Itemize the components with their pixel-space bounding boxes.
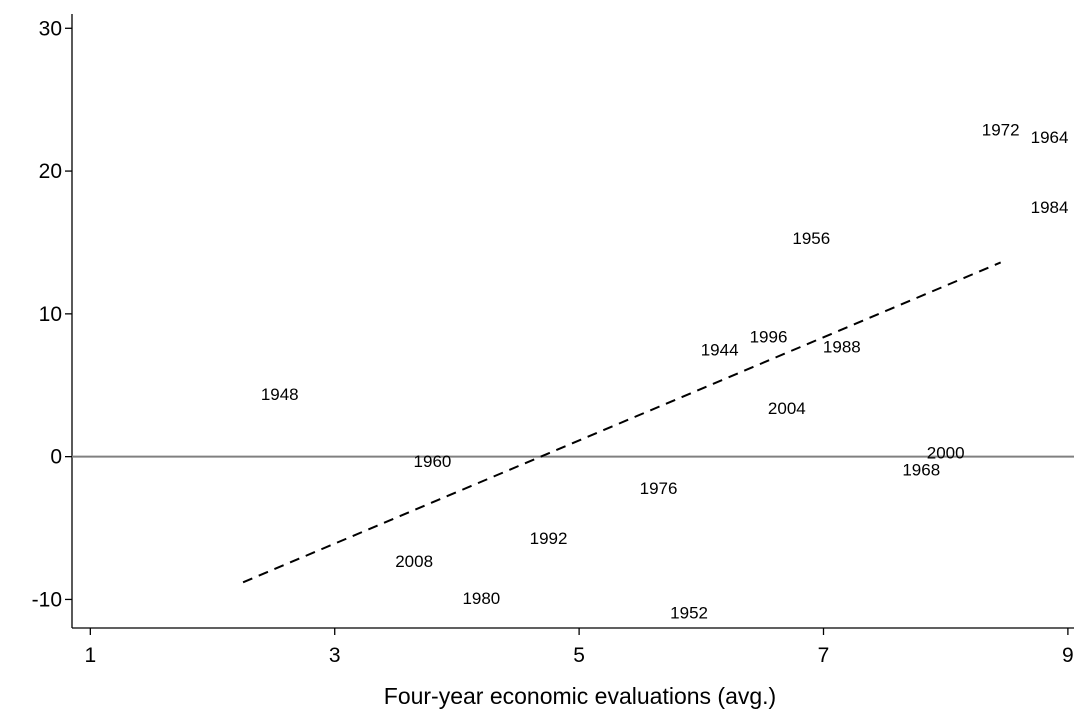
point-label-1980: 1980 [462,589,500,608]
point-label-1968: 1968 [902,461,940,480]
point-label-1952: 1952 [670,603,708,622]
x-tick-label: 1 [84,644,96,667]
point-label-1972: 1972 [982,121,1020,140]
data-points: 1944 1948 1952 1956 1960 1964 1968 1972 1976 1980… [261,121,1069,623]
point-label-1960: 1960 [414,452,452,471]
x-tick-label: 7 [818,644,830,667]
x-tick-label: 5 [573,644,585,667]
point-label-1944: 1944 [701,341,739,360]
y-tick-label: 10 [39,303,62,326]
point-label-1996: 1996 [750,328,788,347]
point-label-1964: 1964 [1031,128,1069,147]
point-label-1948: 1948 [261,385,299,404]
y-tick-label: 0 [50,446,62,469]
fit-line-layer [242,261,1002,584]
point-label-1976: 1976 [640,479,678,498]
point-label-1956: 1956 [792,229,830,248]
axes: -10 0 10 20 30 1 3 5 7 9 [32,14,1074,667]
point-label-1984: 1984 [1031,198,1069,217]
x-tick-label: 3 [329,644,341,667]
y-tick-label: -10 [32,588,62,611]
y-tick-label: 30 [39,17,62,40]
point-label-1988: 1988 [823,338,861,357]
point-label-2008: 2008 [395,552,433,571]
x-tick-label: 9 [1062,644,1074,667]
point-label-2004: 2004 [768,399,806,418]
fit-line [242,261,1002,584]
x-axis-title: Four-year economic evaluations (avg.) [384,683,776,709]
point-label-1992: 1992 [530,529,568,548]
y-tick-label: 20 [39,160,62,183]
point-label-2000: 2000 [927,443,965,462]
